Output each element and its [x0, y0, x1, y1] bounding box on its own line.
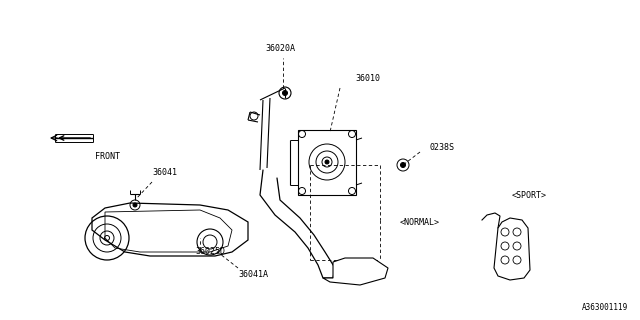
- Circle shape: [282, 91, 287, 95]
- Text: 0238S: 0238S: [430, 143, 455, 153]
- Text: 36041: 36041: [152, 168, 177, 177]
- Text: FRONT: FRONT: [95, 152, 120, 161]
- Polygon shape: [323, 258, 388, 285]
- Polygon shape: [298, 130, 356, 195]
- Text: <SPORT>: <SPORT>: [512, 191, 547, 200]
- Text: 36041A: 36041A: [238, 270, 268, 279]
- Polygon shape: [494, 218, 530, 280]
- Text: <NORMAL>: <NORMAL>: [400, 218, 440, 227]
- Polygon shape: [92, 203, 248, 256]
- Text: 36025D: 36025D: [195, 247, 225, 256]
- Text: A363001119: A363001119: [582, 303, 628, 312]
- Circle shape: [325, 160, 329, 164]
- Circle shape: [133, 203, 137, 207]
- Text: 36020A: 36020A: [265, 44, 295, 53]
- Text: 36010: 36010: [355, 74, 380, 83]
- Circle shape: [401, 163, 406, 167]
